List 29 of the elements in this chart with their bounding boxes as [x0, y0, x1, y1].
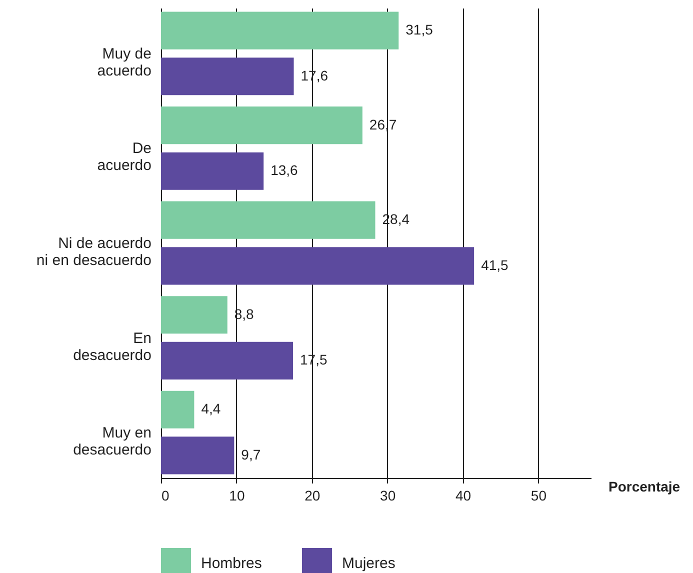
- bar: [161, 106, 362, 144]
- bar: [161, 296, 228, 334]
- x-axis-title: Porcentaje: [608, 478, 680, 494]
- bar: [161, 390, 194, 428]
- y-tick-label: De acuerdo: [97, 140, 152, 174]
- y-tick-label: Muy en desacuerdo: [73, 424, 152, 459]
- y-tick-label: En desacuerdo: [73, 330, 152, 364]
- x-tick-label: 40: [455, 488, 472, 504]
- x-tick-label: 20: [304, 488, 320, 504]
- data-label: 41,5: [481, 256, 509, 273]
- x-tick-label: 50: [530, 488, 547, 504]
- bar: [161, 247, 474, 285]
- bar: [161, 152, 264, 190]
- bar: [161, 342, 294, 380]
- data-label: 9,7: [241, 446, 261, 462]
- x-tick-label: 0: [162, 488, 170, 504]
- legend-label: Mujeres: [342, 555, 396, 572]
- bar: [161, 12, 399, 50]
- data-label: 4,4: [201, 400, 221, 417]
- bar: [161, 436, 234, 474]
- legend-label: Hombres: [201, 555, 262, 572]
- y-tick-label: Muy de acuerdo: [97, 45, 152, 80]
- bar: [161, 58, 294, 96]
- x-tick-label: 30: [380, 488, 396, 504]
- bar: [161, 201, 376, 239]
- y-tick-label: Ni de acuerdo ni en desacuerdo: [36, 235, 152, 269]
- data-label: 13,6: [270, 162, 298, 178]
- x-tick-label: 10: [229, 488, 245, 504]
- data-label: 31,5: [406, 22, 434, 38]
